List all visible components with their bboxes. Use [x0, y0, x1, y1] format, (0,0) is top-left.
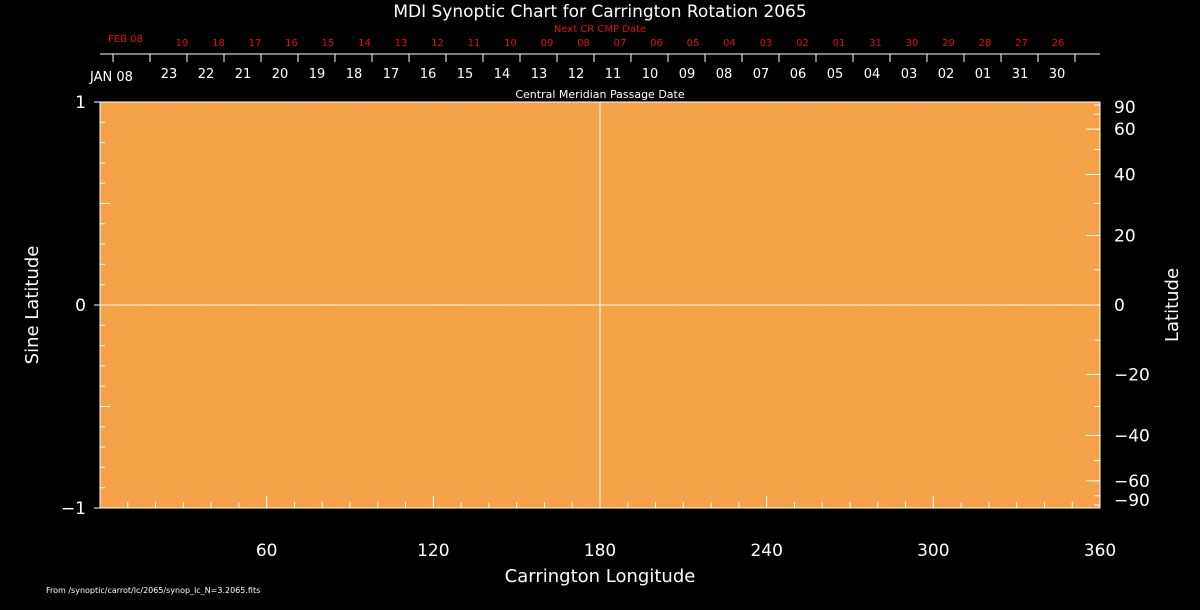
next-cr-date-label: 10 [504, 38, 517, 49]
y-right-tick-label: −90 [1114, 491, 1150, 511]
cmp-date-label: 10 [642, 67, 659, 82]
cmp-date-label: 12 [568, 67, 585, 82]
y-left-tick-label: −1 [61, 499, 86, 519]
next-cr-date-label: 08 [577, 38, 590, 49]
cmp-date-label: 02 [938, 67, 955, 82]
cmp-date-label: 09 [679, 67, 696, 82]
cmp-date-label: 13 [531, 67, 548, 82]
source-file-footer: From /synoptic/carrot/lc/2065/synop_lc_N… [46, 586, 260, 595]
next-cr-date-label: 09 [541, 38, 554, 49]
cmp-date-label: 16 [420, 67, 437, 82]
chart-title: MDI Synoptic Chart for Carrington Rotati… [393, 2, 806, 22]
cmp-date-label: 31 [1012, 67, 1029, 82]
x-tick-label: 120 [417, 541, 449, 561]
cmp-date-label: 04 [864, 67, 881, 82]
cmp-date-label: 17 [383, 67, 400, 82]
next-cr-date-label: 19 [176, 38, 189, 49]
next-cr-date-label: 28 [979, 38, 992, 49]
next-cr-date-label: 13 [395, 38, 408, 49]
cmp-date-label: 19 [309, 67, 326, 82]
next-cr-date-label: 18 [212, 38, 225, 49]
next-cr-date-label: 06 [650, 38, 663, 49]
x-tick-label: 180 [584, 541, 616, 561]
y-right-tick-label: −60 [1114, 472, 1150, 492]
next-cr-date-label: 29 [942, 38, 955, 49]
x-tick-label: 60 [256, 541, 278, 561]
next-cr-date-label: 12 [431, 38, 444, 49]
next-cr-date-label: 16 [285, 38, 298, 49]
next-cr-date-label: 15 [322, 38, 335, 49]
next-cr-date-label: 26 [1052, 38, 1065, 49]
y-right-tick-label: 90 [1114, 98, 1136, 118]
y-right-tick-label: 40 [1114, 166, 1136, 186]
next-cr-date-label: 14 [358, 38, 371, 49]
next-cr-cmp-label: Next CR CMP Date [554, 24, 646, 35]
next-cr-date-ticks: 19 18 17 16 15 14 13 12 11 10 09 08 07 06 05 04 03 02 01 31… [112, 38, 1076, 62]
cmp-date-label: 15 [457, 67, 474, 82]
next-cr-date-label: 30 [906, 38, 919, 49]
x-tick-label: 240 [750, 541, 782, 561]
next-cr-start-label: FEB 08 [108, 34, 143, 45]
cmp-date-label: 18 [346, 67, 363, 82]
next-cr-date-label: 11 [468, 38, 481, 49]
y-left-tick-label: 0 [75, 296, 86, 316]
next-cr-date-label: 01 [833, 38, 846, 49]
x-axis-label: Carrington Longitude [505, 566, 696, 587]
next-cr-date-label: 04 [723, 38, 736, 49]
next-cr-date-label: 31 [869, 38, 882, 49]
cmp-scale-label: Central Meridian Passage Date [515, 88, 684, 101]
cmp-date-label: 06 [790, 67, 807, 82]
y-right-tick-label: 20 [1114, 227, 1136, 247]
y-right-tick-label: 60 [1114, 120, 1136, 140]
y-axis-label-right: Latitude [1162, 268, 1183, 342]
y-right-tick-label: −40 [1114, 426, 1150, 446]
cmp-date-label: 01 [975, 67, 992, 82]
cmp-date-label: 23 [161, 67, 178, 82]
next-cr-date-label: 03 [760, 38, 773, 49]
cmp-date-label: 30 [1049, 67, 1066, 82]
y-right-tick-label: −20 [1114, 365, 1150, 385]
cmp-date-label: 07 [753, 67, 770, 82]
cmp-date-label: 20 [272, 67, 289, 82]
cmp-date-label: 11 [605, 67, 622, 82]
next-cr-date-label: 05 [687, 38, 700, 49]
x-tick-label: 360 [1084, 541, 1116, 561]
cmp-date-label: 03 [901, 67, 918, 82]
chart-axes: 60 120 180 240 300 36010−1906040200−20−40−60−… [61, 93, 1150, 561]
next-cr-date-label: 02 [796, 38, 809, 49]
next-cr-date-label: 07 [614, 38, 627, 49]
cmp-date-label: 21 [235, 67, 252, 82]
cmp-start-label: JAN 08 [89, 70, 133, 85]
x-tick-label: 300 [917, 541, 949, 561]
next-cr-date-label: 27 [1015, 38, 1028, 49]
cmp-date-labels: 23 22 21 20 19 18 17 16 15 14 13 12 11 10 09 08 07 06 05 04… [161, 67, 1066, 82]
cmp-date-label: 22 [198, 67, 215, 82]
next-cr-date-label: 17 [249, 38, 262, 49]
cmp-date-label: 05 [827, 67, 844, 82]
cmp-date-label: 08 [716, 67, 733, 82]
y-right-tick-label: 0 [1114, 296, 1125, 316]
y-left-tick-label: 1 [75, 93, 86, 113]
y-axis-label-left: Sine Latitude [22, 246, 43, 365]
cmp-date-label: 14 [494, 67, 511, 82]
